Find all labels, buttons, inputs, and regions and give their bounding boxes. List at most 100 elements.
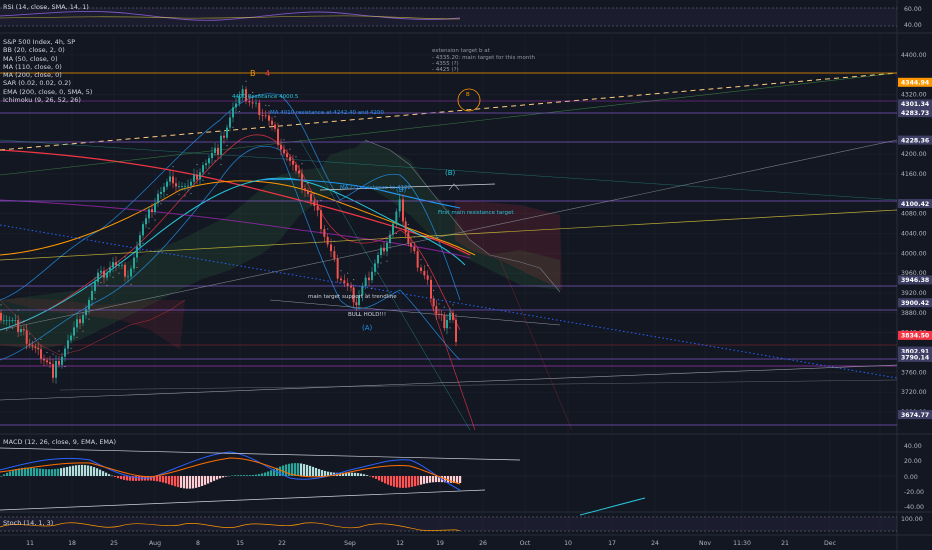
macd-hist-bar — [252, 474, 255, 476]
indicator-ma110[interactable]: MA (110, close, 0) — [3, 62, 62, 71]
trendline-green[interactable] — [0, 72, 898, 176]
macd-hist-bar — [63, 467, 66, 476]
macd-hist-bar — [87, 465, 90, 476]
price-tag[interactable]: 4344.94 — [898, 77, 932, 87]
macd-title[interactable]: MACD (12, 26, close, 9, EMA, EMA) — [3, 438, 117, 446]
price-tag[interactable]: 4301.34 — [898, 99, 932, 109]
sar-dot — [371, 287, 373, 289]
price-tag[interactable]: 4283.73 — [898, 108, 932, 118]
indicator-ma50[interactable]: MA (50, close, 0) — [3, 54, 58, 63]
candle-body — [124, 264, 126, 277]
macd-pane[interactable] — [0, 447, 897, 516]
sar-dot — [88, 318, 90, 320]
sar-dot — [313, 193, 315, 195]
macd-hist-bar — [363, 474, 366, 476]
candle-body — [355, 302, 358, 306]
trendline-teal[interactable] — [0, 139, 898, 201]
trendline-grey-flat[interactable] — [59, 379, 898, 391]
price-tag[interactable]: 3790.14 — [898, 352, 932, 362]
candle-body — [115, 262, 117, 266]
macd-hist-bar — [237, 475, 240, 476]
macd-projection-line[interactable] — [579, 497, 646, 516]
price-axis[interactable]: 4400.00 4320.00 4200.00 4160.00 4080.00 4040.… — [898, 52, 932, 420]
macd-hist-bar — [12, 470, 15, 476]
macd-hist-bar — [459, 476, 462, 484]
candle-body — [40, 349, 42, 359]
macd-hist-bar — [342, 472, 345, 476]
price-tag[interactable]: 4100.42 — [898, 199, 932, 209]
trendline-yellow[interactable] — [0, 209, 898, 261]
macd-hist-bar — [273, 469, 276, 476]
sar-dot — [413, 236, 415, 238]
indicator-ema200[interactable]: EMA (200, close, 0, SMA, 5) — [3, 87, 93, 96]
stoch-pane[interactable] — [0, 516, 897, 532]
macd-hist-bar — [456, 476, 459, 484]
trendline-grey-lower[interactable] — [0, 364, 898, 401]
stoch-title[interactable]: Stoch (14, 1, 3) — [3, 519, 54, 527]
sar-dot — [118, 272, 120, 274]
candle-body — [452, 312, 454, 320]
trendline-white[interactable] — [319, 183, 496, 191]
price-tick-label: 4040.00 — [901, 231, 927, 238]
candle-body — [52, 364, 54, 378]
macd-hist-bar — [414, 476, 417, 487]
candle-body — [130, 268, 132, 277]
indicator-legend[interactable]: S&P 500 Index, 4h, SP BB (20, close, 2, … — [3, 38, 92, 104]
candle-body — [395, 211, 398, 224]
indicator-bb[interactable]: BB (20, close, 2, 0) — [3, 46, 65, 55]
stoch-axis[interactable]: 100.00 — [901, 516, 923, 523]
trendline-drop-red-2[interactable] — [499, 259, 573, 431]
price-pane[interactable]: B B 4 (A) (B) (B) extension target b at … — [0, 48, 898, 431]
indicator-ichimoku[interactable]: Ichimoku (9, 26, 52, 26) — [3, 96, 81, 105]
rsi-axis[interactable]: 60.00 40.00 — [904, 6, 922, 29]
candlestick-series — [0, 80, 457, 384]
candle-body — [37, 347, 40, 350]
bull-hold-note: BULL HOLD!!! — [348, 312, 386, 318]
candle-body — [301, 173, 303, 189]
trendline-support[interactable] — [269, 299, 561, 326]
candle-body — [310, 193, 312, 202]
macd-hist-bar — [312, 466, 315, 476]
sar-dot — [377, 272, 379, 274]
candle-body — [196, 174, 198, 180]
price-tag[interactable]: 3834.50 — [898, 330, 932, 340]
indicator-ma200[interactable]: MA (200, close, 0) — [3, 71, 62, 80]
ext-line-1: - 4335.20: main target for this month — [432, 55, 535, 61]
time-tick-label: 17 — [608, 540, 616, 547]
price-tag[interactable]: 3802.91 — [898, 346, 932, 356]
macd-hist-bar — [198, 476, 201, 488]
price-tag[interactable]: 3946.38 — [898, 275, 932, 285]
candle-body — [166, 181, 168, 187]
target-circle[interactable] — [457, 88, 481, 112]
macd-trendline-lower[interactable] — [0, 489, 486, 511]
ma-resistance-note: MA 4010 resistance at 4242.40 and 4200 — [270, 110, 384, 116]
macd-hist-bar — [156, 476, 159, 482]
trendline-drop-teal[interactable] — [299, 139, 471, 431]
sar-dot — [427, 264, 429, 267]
macd-trendline-upper[interactable] — [0, 447, 521, 461]
macd-hist-bar — [384, 476, 387, 484]
macd-axis[interactable]: 40.00 20.00 0.00 -20.00 -40.00 — [904, 443, 924, 511]
price-tag[interactable]: 3674.77 — [898, 410, 932, 420]
ext-title: extension target b at — [432, 48, 491, 54]
price-tag-bg — [898, 108, 932, 118]
price-tag-bg — [898, 346, 932, 356]
main-series-title[interactable]: S&P 500 Index, 4h, SP — [3, 38, 76, 46]
rsi-pane[interactable] — [0, 7, 897, 27]
price-tag[interactable]: 3900.42 — [898, 298, 932, 308]
macd-hist-bar — [9, 471, 12, 476]
stoch-d-line — [0, 522, 461, 532]
time-axis[interactable]: 11 18 25 Aug 8 15 22 Sep 12 19 26 Oct 10 17 24 Nov 11:30… — [26, 540, 837, 547]
macd-hist-bar — [432, 476, 435, 483]
price-tag[interactable]: 4228.36 — [898, 135, 932, 145]
indicator-sar[interactable]: SAR (0.02, 0.02, 0.2) — [3, 79, 71, 88]
rsi-title[interactable]: RSI (14, close, SMA, 14, 1) — [3, 3, 89, 11]
sar-dot — [307, 182, 309, 184]
macd-hist-bar — [15, 469, 18, 476]
macd-hist-bar — [159, 476, 162, 482]
trendline-dashed-upper[interactable] — [0, 72, 898, 151]
candle-body — [430, 279, 432, 299]
candle-body — [67, 340, 69, 349]
trendline-drop-red[interactable] — [429, 299, 476, 431]
